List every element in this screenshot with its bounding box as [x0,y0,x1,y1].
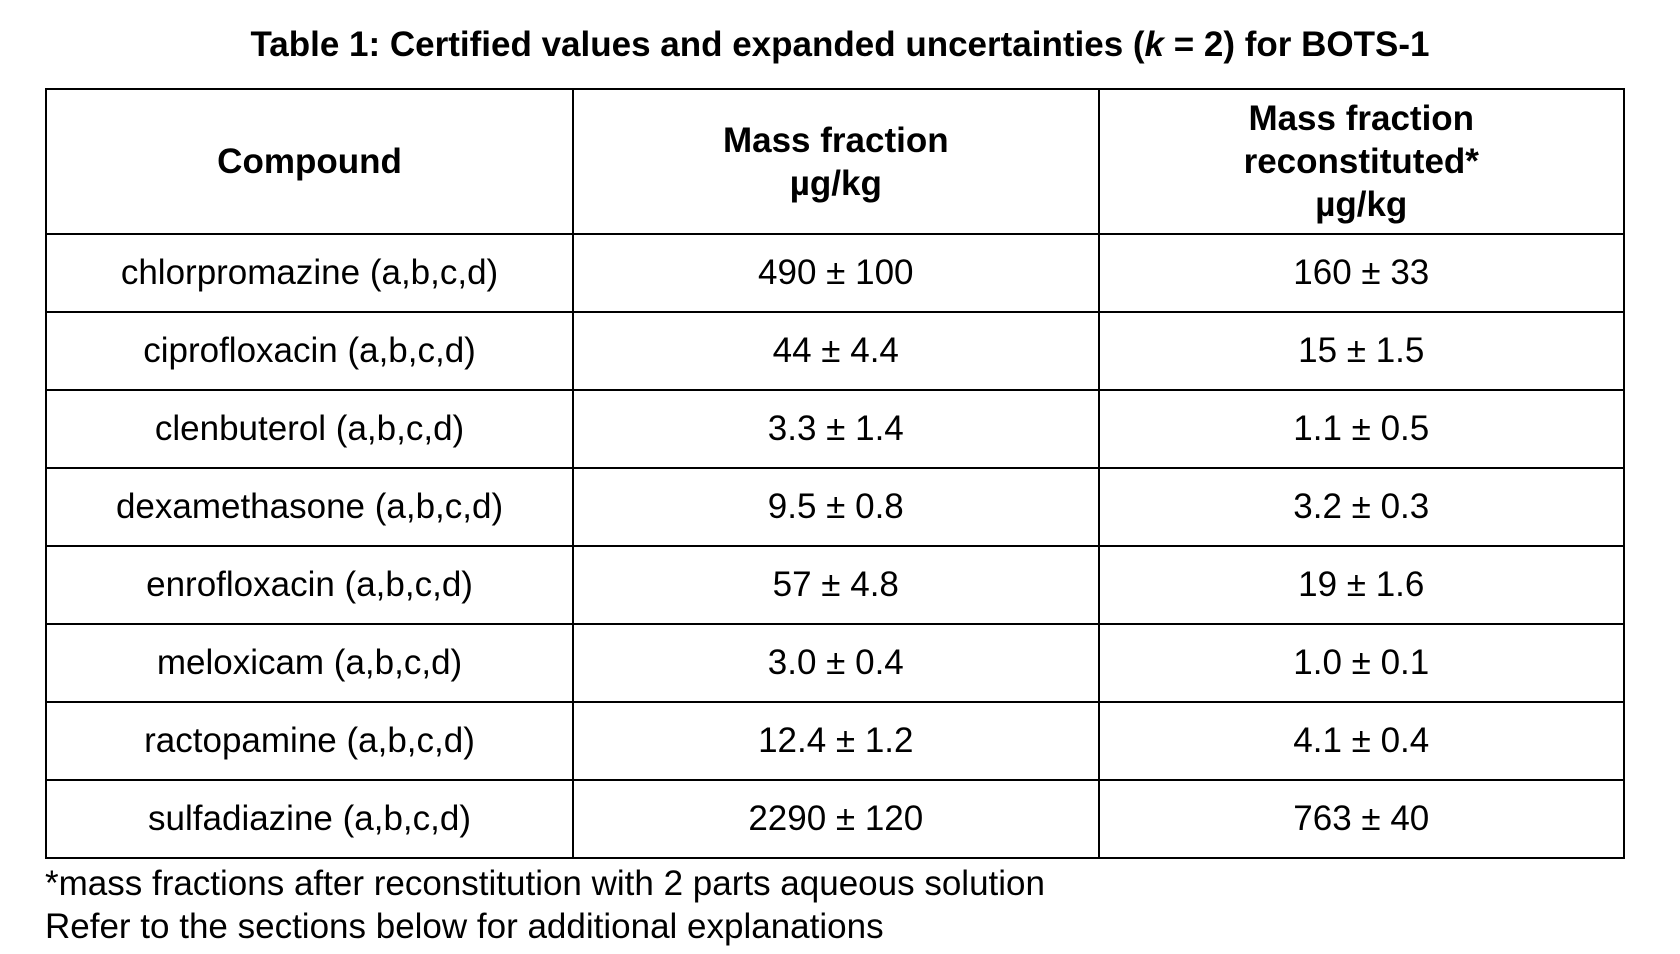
cell-reconstituted: 4.1 ± 0.4 [1097,701,1626,781]
certified-values-table: Compound Mass fraction µg/kg Mass fracti… [44,88,1626,859]
footnote-reconstitution: *mass fractions after reconstitution wit… [45,864,1045,903]
header-compound: Compound [44,88,575,235]
cell-compound: clenbuterol (a,b,c,d) [44,389,575,469]
cell-mass-fraction: 3.3 ± 1.4 [572,389,1100,469]
cell-mass-fraction: 2290 ± 120 [572,779,1100,859]
header-mass-fraction-unit: µg/kg [789,163,882,203]
cell-mass-fraction: 57 ± 4.8 [572,545,1100,625]
table-row: dexamethasone (a,b,c,d) 9.5 ± 0.8 3.2 ± … [44,467,1626,547]
table-row: ractopamine (a,b,c,d) 12.4 ± 1.2 4.1 ± 0… [44,701,1626,781]
cell-reconstituted: 15 ± 1.5 [1097,311,1626,391]
cell-compound: dexamethasone (a,b,c,d) [44,467,575,547]
cell-mass-fraction: 12.4 ± 1.2 [572,701,1100,781]
cell-mass-fraction: 44 ± 4.4 [572,311,1100,391]
cell-compound: enrofloxacin (a,b,c,d) [44,545,575,625]
caption-k-symbol: k [1144,25,1165,64]
cell-reconstituted: 3.2 ± 0.3 [1097,467,1626,547]
table-row: enrofloxacin (a,b,c,d) 57 ± 4.8 19 ± 1.6 [44,545,1626,625]
table-row: meloxicam (a,b,c,d) 3.0 ± 0.4 1.0 ± 0.1 [44,623,1626,703]
table-row: clenbuterol (a,b,c,d) 3.3 ± 1.4 1.1 ± 0.… [44,389,1626,469]
cell-compound: meloxicam (a,b,c,d) [44,623,575,703]
header-mass-fraction-line1: Mass fraction [722,120,949,160]
caption-suffix: = 2) for BOTS-1 [1164,25,1430,64]
cell-compound: sulfadiazine (a,b,c,d) [44,779,575,859]
cell-compound: ciprofloxacin (a,b,c,d) [44,311,575,391]
header-reconstituted-unit: µg/kg [1315,185,1408,224]
table-row: chlorpromazine (a,b,c,d) 490 ± 100 160 ±… [44,233,1626,313]
cell-compound: ractopamine (a,b,c,d) [44,701,575,781]
table-row: sulfadiazine (a,b,c,d) 2290 ± 120 763 ± … [44,779,1626,859]
table-notes: *mass fractions after reconstitution wit… [45,862,1045,948]
header-mass-fraction: Mass fraction µg/kg [572,88,1100,235]
cell-reconstituted: 1.1 ± 0.5 [1097,389,1626,469]
header-reconstituted-line2: reconstituted* [1243,142,1479,181]
table-header-row: Compound Mass fraction µg/kg Mass fracti… [44,88,1626,235]
cell-compound: chlorpromazine (a,b,c,d) [44,233,575,313]
caption-prefix: Table 1: Certified values and expanded u… [250,25,1145,64]
header-compound-label: Compound [217,142,402,181]
cell-mass-fraction: 490 ± 100 [572,233,1100,313]
table-caption: Table 1: Certified values and expanded u… [0,22,1680,68]
table-row: ciprofloxacin (a,b,c,d) 44 ± 4.4 15 ± 1.… [44,311,1626,391]
cell-reconstituted: 19 ± 1.6 [1097,545,1626,625]
header-mass-fraction-reconstituted: Mass fraction reconstituted* µg/kg [1097,88,1626,235]
header-reconstituted-line1: Mass fraction [1248,99,1475,138]
cell-reconstituted: 763 ± 40 [1097,779,1626,859]
cell-reconstituted: 1.0 ± 0.1 [1097,623,1626,703]
refer-note: Refer to the sections below for addition… [45,907,884,946]
cell-reconstituted: 160 ± 33 [1097,233,1626,313]
cell-mass-fraction: 9.5 ± 0.8 [572,467,1100,547]
cell-mass-fraction: 3.0 ± 0.4 [572,623,1100,703]
